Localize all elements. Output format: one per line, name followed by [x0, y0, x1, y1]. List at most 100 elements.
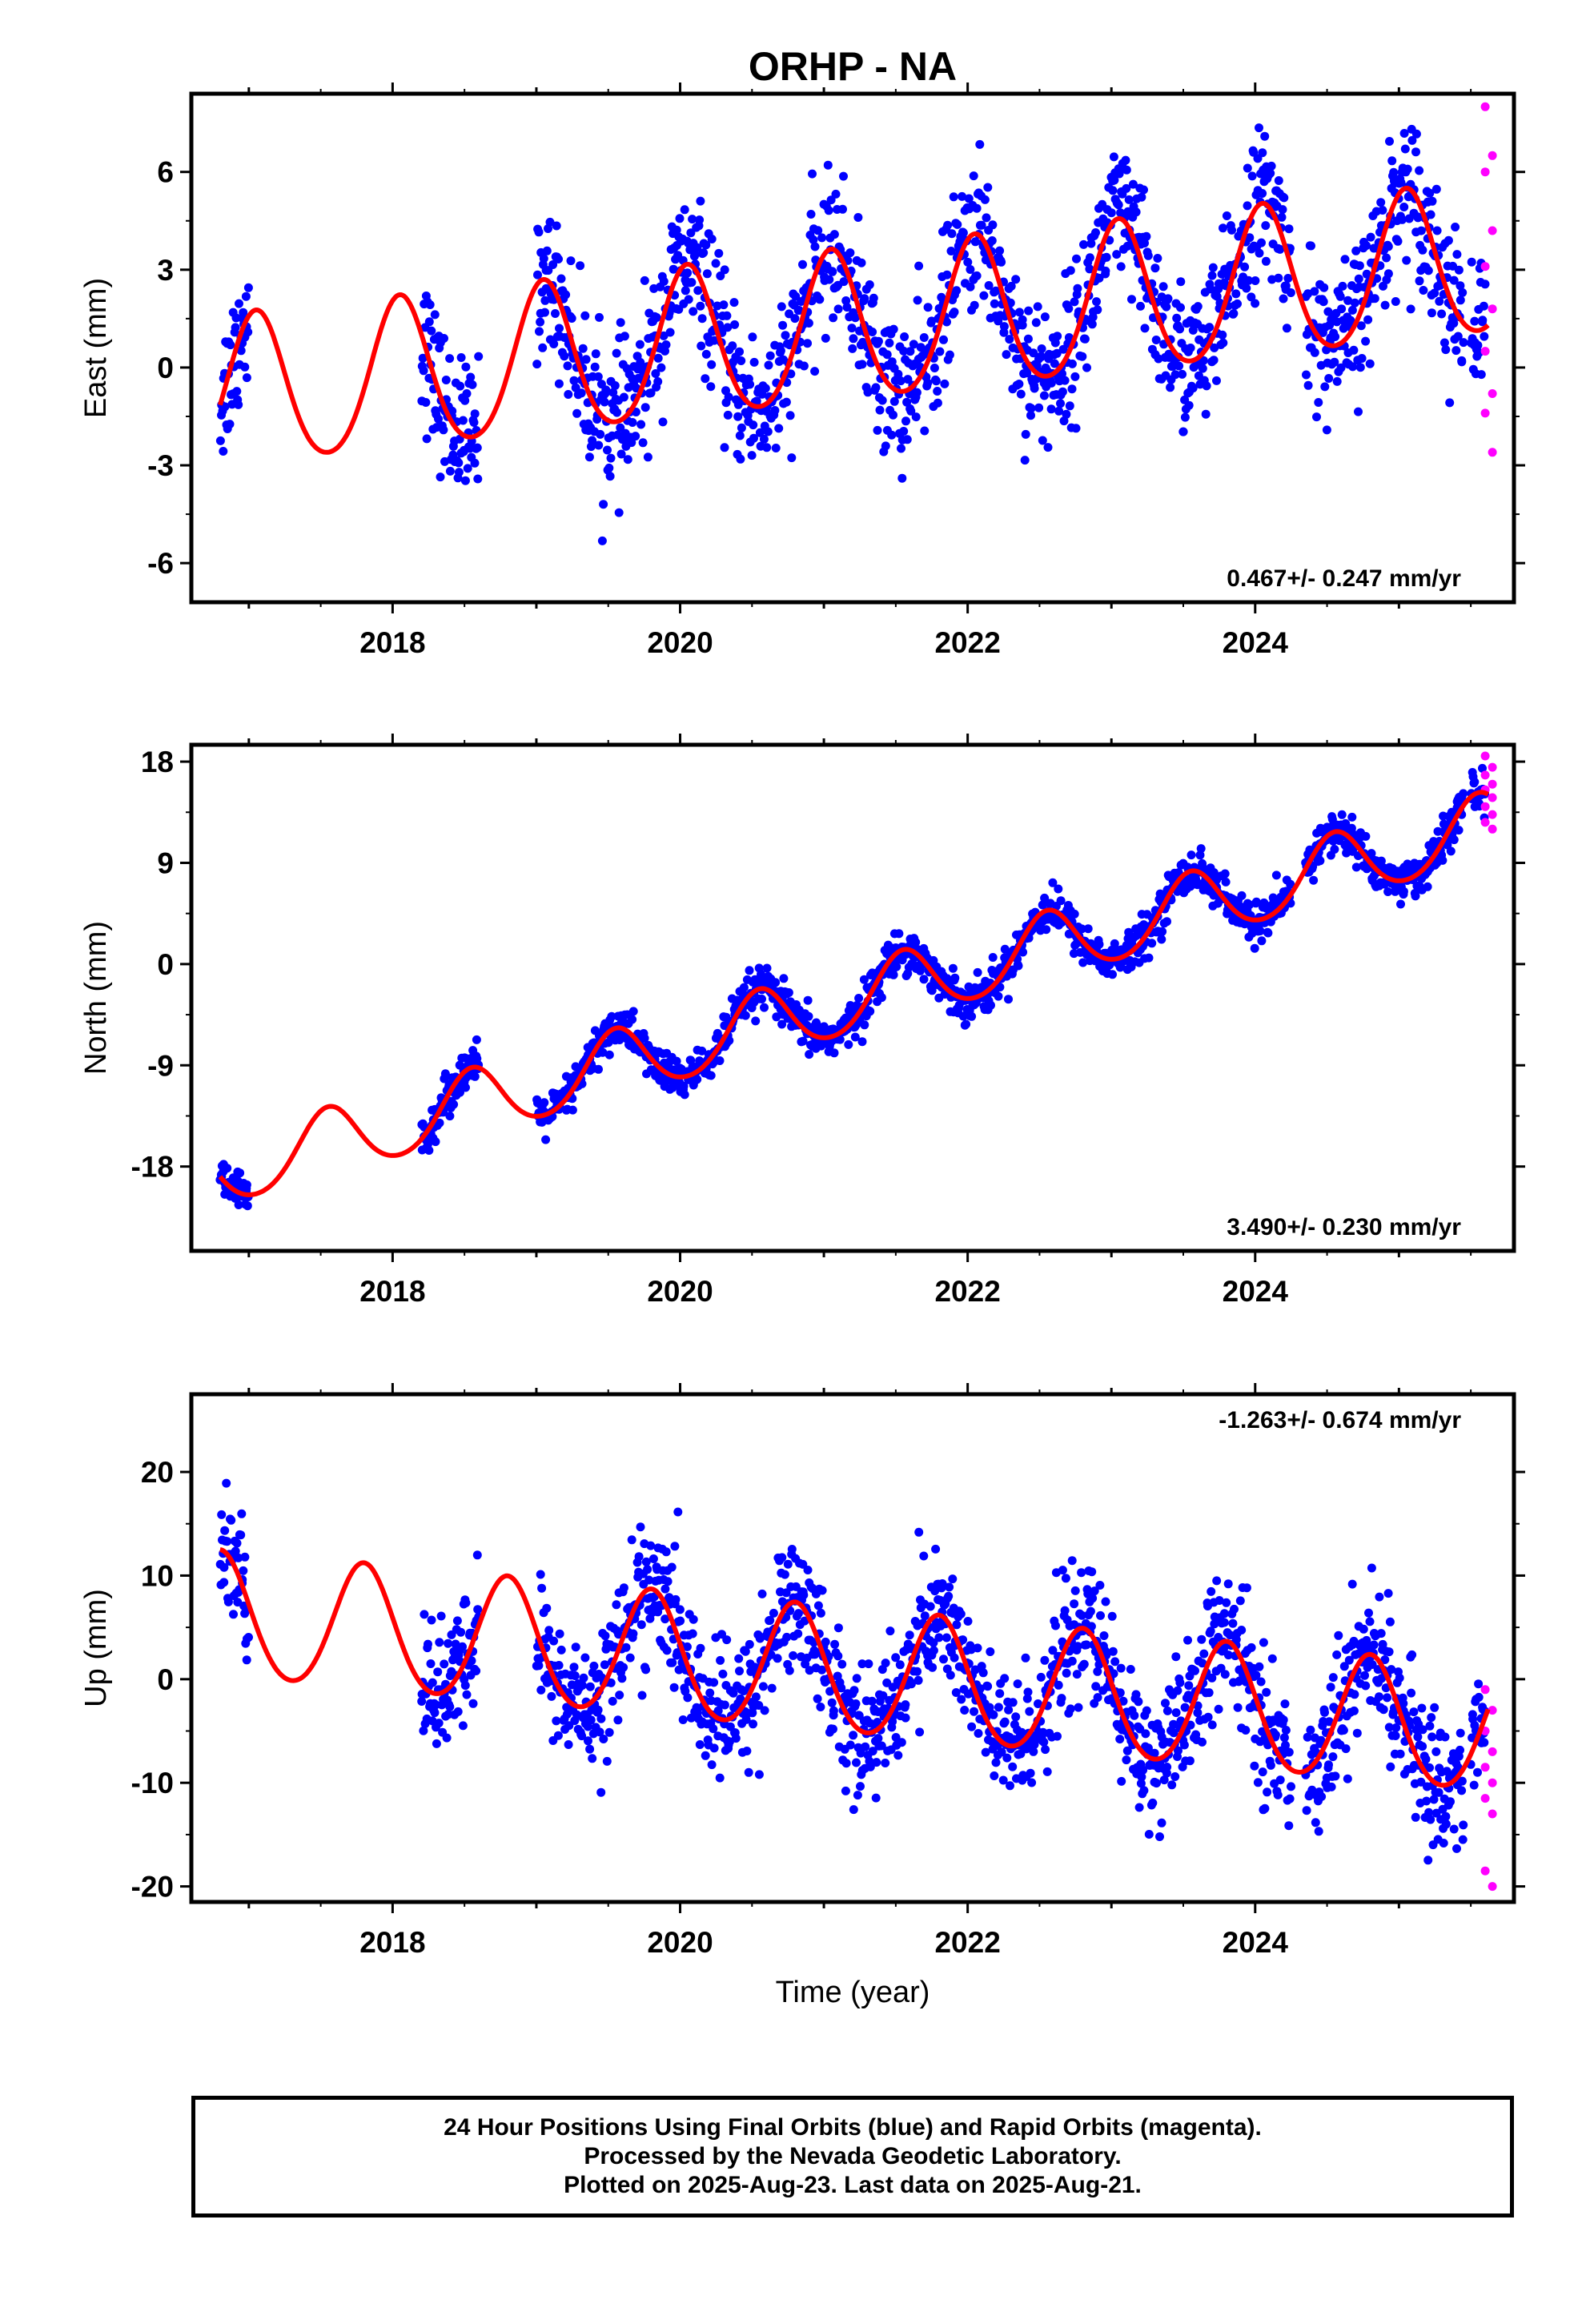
final-orbit-point — [766, 1650, 776, 1659]
final-orbit-point — [882, 350, 892, 360]
final-orbit-point — [784, 988, 793, 997]
final-orbit-point — [737, 356, 746, 365]
final-orbit-point — [553, 1731, 563, 1740]
final-orbit-point — [841, 296, 851, 305]
final-orbit-point — [1088, 1594, 1098, 1603]
final-orbit-point — [1391, 297, 1400, 306]
final-orbit-point — [474, 352, 484, 361]
final-orbit-point — [865, 280, 874, 289]
final-orbit-point — [1303, 1732, 1312, 1742]
final-orbit-point — [1409, 1707, 1419, 1717]
final-orbit-point — [1147, 939, 1157, 948]
final-orbit-point — [919, 975, 929, 984]
final-orbit-point — [1260, 131, 1270, 141]
final-orbit-point — [1060, 1606, 1070, 1615]
final-orbit-point — [1151, 336, 1161, 344]
final-orbit-point — [1407, 1650, 1417, 1659]
final-orbit-point — [1050, 338, 1060, 348]
final-orbit-point — [875, 405, 885, 415]
final-orbit-point — [970, 300, 979, 310]
final-orbit-point — [950, 1653, 959, 1663]
final-orbit-point — [1279, 294, 1288, 304]
final-orbit-point — [1219, 223, 1227, 233]
final-orbit-point — [1260, 1803, 1270, 1813]
final-orbit-point — [1219, 1609, 1229, 1618]
final-orbit-point — [1449, 835, 1459, 845]
final-orbit-point — [1144, 1830, 1154, 1839]
final-orbit-point — [881, 1759, 890, 1767]
final-orbit-point — [434, 414, 443, 424]
final-orbit-point — [241, 292, 251, 301]
rapid-orbit-point — [1480, 770, 1490, 780]
footer-line-2: Processed by the Nevada Geodetic Laborat… — [584, 2143, 1122, 2169]
final-orbit-point — [1421, 1755, 1431, 1764]
final-orbit-point — [1054, 1680, 1063, 1690]
final-orbit-point — [1124, 195, 1134, 204]
final-orbit-point — [928, 1663, 938, 1672]
final-orbit-point — [906, 406, 916, 416]
final-orbit-point — [1026, 411, 1035, 420]
final-orbit-point — [584, 452, 594, 462]
final-orbit-point — [435, 1638, 444, 1647]
final-orbit-point — [1095, 1581, 1105, 1590]
final-orbit-point — [1223, 1579, 1233, 1589]
final-orbit-point — [1094, 939, 1104, 949]
final-orbit-point — [625, 1653, 635, 1663]
final-orbit-point — [1040, 893, 1050, 903]
final-orbit-point — [1383, 1693, 1392, 1703]
final-orbit-point — [588, 1754, 597, 1763]
final-orbit-point — [1038, 900, 1047, 910]
final-orbit-point — [607, 1011, 616, 1021]
final-orbit-point — [1281, 1726, 1291, 1735]
final-orbit-point — [777, 1553, 787, 1562]
x-tick-label: 2024 — [1223, 626, 1289, 659]
final-orbit-point — [1286, 288, 1295, 297]
final-orbit-point — [1336, 363, 1346, 372]
final-orbit-point — [1476, 370, 1486, 380]
final-orbit-point — [821, 333, 830, 343]
final-orbit-point — [1172, 313, 1182, 323]
final-orbit-point — [1042, 925, 1051, 935]
final-orbit-point — [847, 324, 857, 333]
final-orbit-point — [560, 352, 569, 361]
final-orbit-point — [838, 204, 847, 214]
final-orbit-point — [709, 1743, 719, 1753]
final-orbit-point — [234, 400, 243, 409]
final-orbit-point — [590, 362, 600, 372]
final-orbit-point — [897, 1738, 906, 1747]
final-orbit-point — [881, 1659, 890, 1668]
final-orbit-point — [1034, 1699, 1042, 1708]
final-orbit-point — [1179, 1740, 1189, 1750]
final-orbit-point — [693, 1075, 702, 1084]
final-orbit-point — [1101, 266, 1110, 275]
final-orbit-point — [1263, 928, 1273, 938]
final-orbit-point — [1362, 241, 1371, 251]
final-orbit-point — [945, 350, 954, 360]
final-orbit-point — [707, 1760, 717, 1770]
final-orbit-point — [581, 355, 591, 364]
final-orbit-point — [1343, 296, 1353, 305]
final-orbit-point — [689, 1614, 698, 1624]
final-orbit-point — [813, 226, 823, 235]
final-orbit-point — [1033, 302, 1042, 312]
final-orbit-point — [865, 1762, 875, 1771]
final-orbit-point — [222, 1478, 231, 1488]
final-orbit-point — [1259, 1638, 1268, 1647]
final-orbit-point — [1255, 123, 1263, 133]
final-orbit-point — [1266, 168, 1275, 178]
final-orbit-point — [595, 312, 604, 322]
final-orbit-point — [1251, 276, 1260, 285]
final-orbit-point — [1077, 1610, 1086, 1620]
final-orbit-point — [794, 306, 804, 315]
final-orbit-point — [1144, 953, 1154, 963]
final-orbit-point — [1083, 924, 1093, 934]
final-orbit-point — [958, 191, 967, 201]
final-orbit-point — [1004, 995, 1013, 1004]
final-orbit-point — [1441, 345, 1451, 355]
final-orbit-point — [1311, 1818, 1320, 1827]
final-orbit-point — [1257, 936, 1267, 946]
final-orbit-point — [919, 1551, 929, 1561]
final-orbit-point — [240, 1552, 250, 1562]
final-orbit-point — [549, 340, 559, 348]
final-orbit-point — [467, 1656, 476, 1666]
